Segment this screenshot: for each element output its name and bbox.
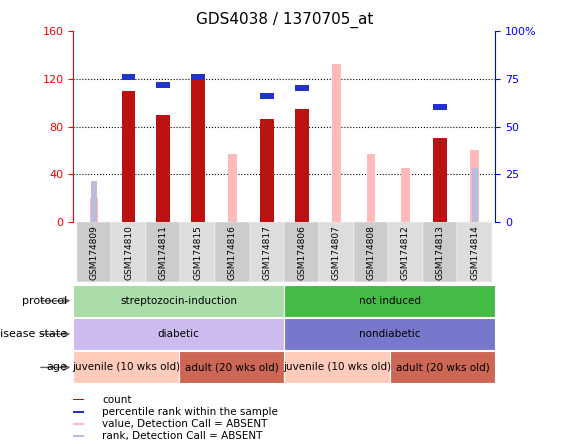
Bar — [77, 222, 111, 282]
Text: GSM174808: GSM174808 — [367, 225, 376, 280]
Text: age: age — [47, 362, 68, 373]
Text: value, Detection Call = ABSENT: value, Detection Call = ABSENT — [102, 419, 267, 429]
Bar — [284, 285, 495, 317]
Bar — [111, 222, 146, 282]
Bar — [228, 154, 236, 222]
Text: GSM174810: GSM174810 — [124, 225, 133, 280]
Bar — [332, 64, 341, 222]
Bar — [146, 222, 181, 282]
Bar — [191, 80, 205, 222]
Bar — [215, 222, 250, 282]
Bar — [284, 222, 319, 282]
Text: not induced: not induced — [359, 296, 421, 306]
Bar — [73, 318, 284, 350]
Bar — [91, 182, 97, 222]
Text: percentile rank within the sample: percentile rank within the sample — [102, 407, 278, 417]
Bar — [390, 352, 495, 384]
Bar — [90, 198, 99, 222]
Bar — [73, 352, 179, 384]
Bar — [179, 352, 284, 384]
Bar — [354, 222, 388, 282]
Bar — [260, 119, 274, 222]
Text: nondiabetic: nondiabetic — [359, 329, 421, 339]
Bar — [284, 352, 390, 384]
Bar — [388, 222, 423, 282]
Text: adult (20 wks old): adult (20 wks old) — [396, 362, 490, 373]
Bar — [122, 91, 136, 222]
Bar — [73, 423, 84, 425]
Text: juvenile (10 wks old): juvenile (10 wks old) — [72, 362, 180, 373]
Bar — [401, 168, 410, 222]
Bar — [284, 318, 495, 350]
Text: protocol: protocol — [23, 296, 68, 306]
Bar — [157, 115, 170, 222]
Bar — [472, 168, 478, 222]
Text: disease state: disease state — [0, 329, 68, 339]
Bar — [157, 82, 170, 87]
Text: rank, Detection Call = ABSENT: rank, Detection Call = ABSENT — [102, 431, 262, 441]
Bar — [181, 222, 215, 282]
Text: GSM174812: GSM174812 — [401, 225, 410, 280]
Bar — [294, 85, 309, 91]
Bar — [470, 151, 479, 222]
Text: GSM174813: GSM174813 — [436, 225, 445, 280]
Text: GSM174807: GSM174807 — [332, 225, 341, 280]
Bar — [191, 74, 205, 80]
Bar — [250, 222, 284, 282]
Text: adult (20 wks old): adult (20 wks old) — [185, 362, 279, 373]
Bar — [260, 93, 274, 99]
Text: GSM174817: GSM174817 — [262, 225, 271, 280]
Text: GSM174811: GSM174811 — [159, 225, 168, 280]
Bar — [73, 411, 84, 412]
Bar — [457, 222, 492, 282]
Text: count: count — [102, 395, 132, 404]
Text: GSM174814: GSM174814 — [470, 225, 479, 280]
Bar — [433, 139, 447, 222]
Bar — [433, 104, 447, 111]
Text: streptozocin-induction: streptozocin-induction — [120, 296, 237, 306]
Text: GSM174816: GSM174816 — [228, 225, 237, 280]
Bar — [73, 435, 84, 437]
Bar — [294, 109, 309, 222]
Bar — [122, 74, 136, 80]
Bar — [319, 222, 354, 282]
Text: GSM174815: GSM174815 — [193, 225, 202, 280]
Text: diabetic: diabetic — [158, 329, 200, 339]
Text: GSM174806: GSM174806 — [297, 225, 306, 280]
Bar — [367, 154, 375, 222]
Text: juvenile (10 wks old): juvenile (10 wks old) — [283, 362, 391, 373]
Bar — [73, 399, 84, 400]
Bar — [423, 222, 457, 282]
Text: GSM174809: GSM174809 — [90, 225, 99, 280]
Title: GDS4038 / 1370705_at: GDS4038 / 1370705_at — [195, 12, 373, 28]
Bar — [73, 285, 284, 317]
